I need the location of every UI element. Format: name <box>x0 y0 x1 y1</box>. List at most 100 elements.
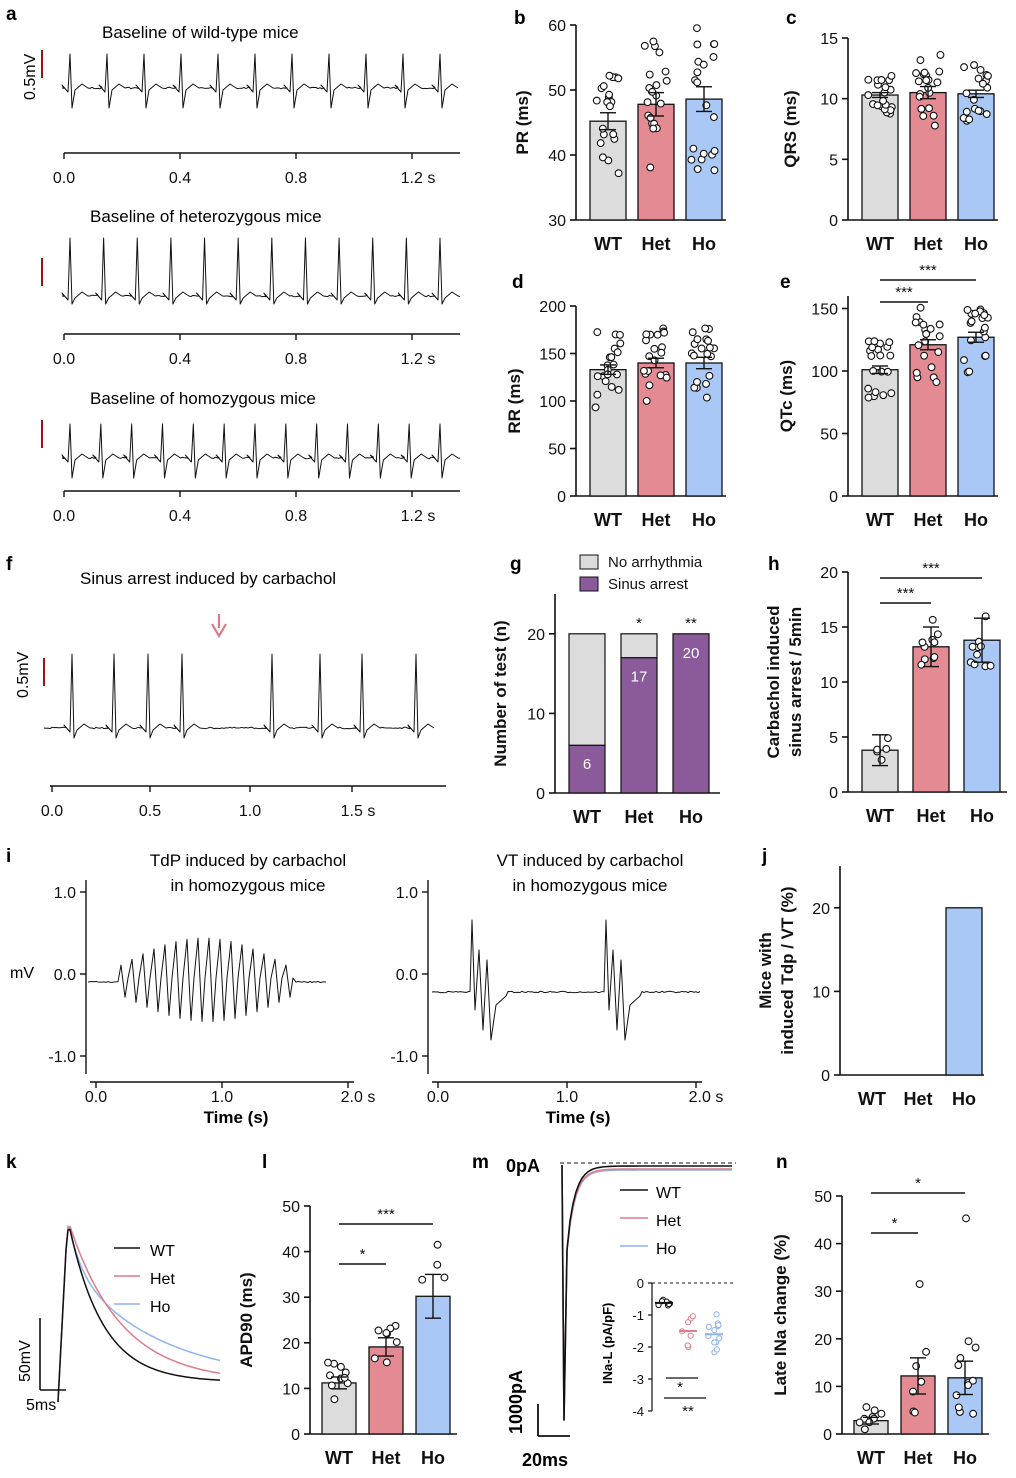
panel-b-data-point <box>692 24 701 33</box>
panel-d-data-point <box>660 328 669 337</box>
panel-c-data-point <box>925 104 934 113</box>
panel-c-data-point <box>912 69 921 78</box>
panel-a-title-ho: Baseline of homozygous mice <box>90 389 316 408</box>
panel-k-ap-ho <box>57 1225 221 1403</box>
panel-i-left-xlabel: Time (s) <box>204 1108 269 1127</box>
panel-g-bar-value: 17 <box>631 669 648 686</box>
panel-a-time-tick-label: 0.8 <box>285 170 307 187</box>
panel-b-data-point <box>699 60 708 69</box>
panel-d-data-point <box>702 379 710 388</box>
panel-f-title: Sinus arrest induced by carbachol <box>80 569 336 588</box>
panel-m-letter: m <box>472 1152 489 1173</box>
panel-b-data-point <box>656 99 665 108</box>
panel-a-time-tick-label: 0.4 <box>169 508 191 525</box>
panel-n-data-point <box>969 1409 978 1418</box>
panel-k-legend-het: Het <box>150 1271 175 1288</box>
panel-m-inset-tick-label: -1 <box>632 1308 644 1323</box>
panel-i-tdp-trace <box>87 937 327 1022</box>
panel-d-data-point <box>616 339 625 348</box>
panel-n-data-point <box>855 1418 864 1427</box>
panel-b-data-point <box>643 98 652 107</box>
panel-g-bar-sinus-arrest <box>672 633 710 794</box>
panel-e-data-point <box>864 393 873 402</box>
panel-a-time-tick-label: 0.8 <box>285 351 307 368</box>
panel-c-letter: c <box>786 8 797 29</box>
panel-d-y-tick-label: 0 <box>557 489 566 506</box>
panel-c-data-point <box>960 63 968 72</box>
panel-e-y-label: QTc (ms) <box>777 360 796 432</box>
panel-e-y-tick-label: 0 <box>829 489 838 506</box>
panel-e-data-point <box>879 391 888 400</box>
panel-f-time-tick-label: 0.5 <box>139 803 161 820</box>
panel-f-time-tick-label: 1.5 s <box>341 803 376 820</box>
panel-h-data-point <box>968 642 977 651</box>
panel-d-data-point <box>645 381 654 390</box>
panel-m-current-ho <box>561 1164 732 1421</box>
panel-l-data-point <box>382 1358 391 1367</box>
panel-e-data-point <box>914 341 923 350</box>
panel-b-data-point <box>652 81 661 90</box>
panel-l-data-point <box>392 1338 401 1347</box>
panel-j-y-label-1: Mice with <box>756 932 775 1009</box>
panel-b-data-point <box>693 40 702 49</box>
panel-g-legend-swatch-sinus-arrest <box>579 576 599 592</box>
panel-l-data-point <box>336 1362 345 1371</box>
panel-d-data-point <box>697 344 706 353</box>
panel-n-y-tick-label: 30 <box>814 1284 832 1301</box>
panel-i-left-x-tick-label: 0.0 <box>85 1089 107 1106</box>
panel-b-data-point <box>699 149 708 158</box>
panel-l-data-point <box>433 1240 442 1249</box>
panel-i-right-title-2: in homozygous mice <box>513 876 668 895</box>
panel-m-inset-point <box>684 1342 691 1349</box>
panel-n-data-point <box>860 1425 869 1434</box>
panel-h-y-tick-label: 0 <box>829 785 838 802</box>
panel-b-data-point <box>649 37 658 46</box>
panel-m-inset-ylabel: INa-L (pA/pF) <box>600 1303 615 1384</box>
panel-b-data-point <box>710 166 719 175</box>
panel-c-data-point <box>873 101 882 110</box>
panel-n-y-tick-label: 40 <box>814 1237 832 1254</box>
panel-i-right-title-1: VT induced by carbachol <box>497 851 684 870</box>
panel-d-data-point <box>591 403 600 412</box>
panel-d-category-label: Ho <box>692 510 716 530</box>
panel-d-y-tick-label: 150 <box>539 347 566 364</box>
panel-l-category-label: Ho <box>421 1448 445 1468</box>
panel-e-data-point <box>934 348 943 357</box>
panel-e-data-point <box>927 363 936 372</box>
panel-e-significance-label: *** <box>895 284 913 301</box>
panel-e-data-point <box>876 351 885 360</box>
panel-m-inset-point <box>705 1323 712 1330</box>
panel-a-time-tick-label: 0.4 <box>169 170 191 187</box>
panel-n-data-point <box>862 1403 871 1412</box>
panel-d-y-tick-label: 200 <box>539 299 566 316</box>
panel-d-data-point <box>642 396 651 405</box>
panel-n-letter: n <box>776 1152 788 1173</box>
panel-c-data-point <box>929 111 938 120</box>
panel-h-significance-label: *** <box>897 585 915 602</box>
panel-h-bar <box>912 646 950 793</box>
panel-c-data-point <box>984 71 992 80</box>
panel-h-category-label: Ho <box>970 806 994 826</box>
panel-i-right-y-tick-label: 0.0 <box>396 967 418 984</box>
panel-m-inset-sig-2: ** <box>682 1403 694 1420</box>
panel-j-bar <box>945 907 983 1076</box>
panel-n-y-tick-label: 10 <box>814 1379 832 1396</box>
panel-g-bar-value: 20 <box>683 645 700 662</box>
panel-b-data-point <box>710 40 719 48</box>
panel-e-data-point <box>932 378 941 387</box>
panel-e-y-tick-label: 100 <box>811 364 838 381</box>
panel-c-data-point <box>962 89 971 98</box>
panel-i-vt-trace <box>431 919 701 1041</box>
panel-n-category-label: Het <box>903 1448 932 1468</box>
panel-l-bar <box>415 1295 451 1435</box>
panel-b-data-point <box>655 48 664 57</box>
panel-e-data-point <box>911 318 920 327</box>
panel-m-inset-tick-label: -4 <box>632 1404 644 1419</box>
panel-e-y-tick-label: 50 <box>820 427 838 444</box>
panel-d-y-label: RR (ms) <box>505 368 524 433</box>
panel-i-left-title-1: TdP induced by carbachol <box>150 851 346 870</box>
panel-b-category-label: WT <box>594 234 622 254</box>
panel-m-inset-point <box>713 1311 720 1318</box>
panel-h-y-label-2: sinus arrest / 5min <box>786 607 805 757</box>
panel-c-data-point <box>965 115 974 124</box>
